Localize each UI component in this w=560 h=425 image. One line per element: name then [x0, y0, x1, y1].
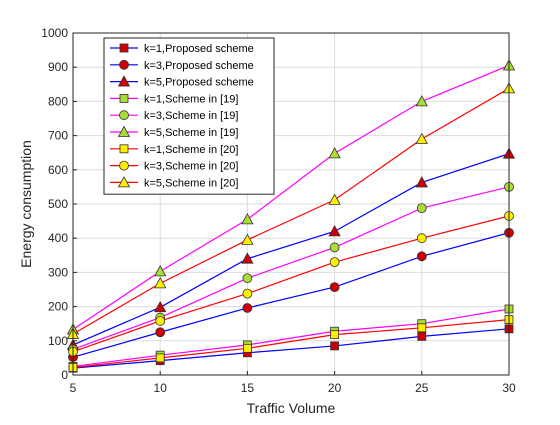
series-line — [72, 64, 510, 331]
x-tick-label: 15 — [241, 381, 255, 395]
y-tick-label: 400 — [48, 231, 68, 245]
legend-entry: k=5,Proposed scheme — [110, 75, 254, 89]
data-point — [329, 257, 340, 268]
y-tick-label: 800 — [48, 94, 68, 108]
x-tick-label: 10 — [154, 381, 168, 395]
legend-items: k=1,Proposed scheme k=3,Proposed scheme k=… — [110, 43, 254, 189]
series-line — [72, 232, 510, 358]
data-point — [329, 242, 340, 253]
series-line — [72, 153, 510, 346]
data-point — [417, 331, 427, 341]
legend-entry: k=5,Scheme in [20] — [110, 176, 238, 189]
legend-label: k=1,Scheme in [20] — [144, 144, 238, 156]
x-tick-label: 25 — [415, 381, 429, 395]
data-point — [416, 233, 427, 244]
series-9 — [66, 82, 516, 339]
data-point — [242, 343, 252, 353]
data-point — [154, 277, 167, 289]
data-point — [241, 233, 254, 245]
data-point — [416, 203, 427, 214]
x-tick-label: 20 — [328, 381, 342, 395]
data-point — [415, 95, 428, 107]
legend-label: k=3,Scheme in [19] — [144, 110, 238, 122]
data-point — [155, 353, 165, 363]
legend-entry: k=3,Scheme in [19] — [110, 110, 238, 122]
y-axis-title: Energy consumption — [18, 140, 34, 268]
legend-box — [103, 37, 275, 195]
legend-marker — [119, 144, 129, 154]
y-tick-label: 1000 — [41, 26, 68, 40]
y-tick-label: 900 — [48, 60, 68, 74]
y-tick-label: 200 — [48, 300, 68, 314]
series-line — [72, 318, 510, 369]
series-5 — [68, 181, 514, 355]
legend-marker — [119, 110, 129, 121]
legend-entry: k=1,Proposed scheme — [110, 43, 254, 55]
legend-entry: k=3,Scheme in [20] — [110, 161, 238, 173]
legend-marker — [119, 94, 129, 103]
y-tick-label: 0 — [61, 368, 68, 382]
legend-marker — [117, 75, 131, 87]
legend-label: k=3,Scheme in [20] — [144, 161, 238, 173]
series-line — [72, 308, 510, 368]
y-tick-label: 600 — [48, 163, 68, 177]
legend-marker — [119, 43, 129, 53]
legend-label: k=1,Proposed scheme — [144, 43, 254, 55]
y-tick-label: 500 — [48, 197, 68, 211]
y-tick-label: 300 — [48, 265, 68, 279]
data-point — [154, 265, 167, 277]
ticks: 5 10 15 20 25 3001002003004005006007008009001… — [41, 26, 516, 395]
legend-entry: k=5,Scheme in [19] — [110, 125, 238, 139]
data-point — [242, 273, 253, 284]
legend-label: k=5,Proposed scheme — [144, 77, 254, 89]
data-point — [241, 252, 254, 264]
legend-marker — [119, 160, 129, 171]
series-layer — [66, 59, 516, 373]
data-point — [155, 327, 166, 338]
x-tick-label: 5 — [70, 381, 77, 395]
data-point — [328, 147, 341, 159]
x-tick-label: 30 — [502, 381, 516, 395]
data-point — [155, 316, 166, 326]
legend: k=1,Proposed scheme k=3,Proposed scheme k=… — [103, 37, 275, 195]
y-tick-label: 700 — [48, 129, 68, 143]
data-point — [241, 213, 254, 225]
legend-label: k=3,Proposed scheme — [144, 60, 254, 72]
data-point — [242, 303, 253, 313]
data-point — [415, 132, 428, 144]
series-line — [72, 215, 510, 353]
data-point — [417, 323, 427, 333]
legend-marker — [119, 59, 129, 70]
legend-marker — [117, 125, 131, 137]
y-tick-label: 100 — [48, 334, 68, 348]
series-line — [72, 87, 510, 335]
data-point — [330, 330, 340, 340]
legend-label: k=5,Scheme in [20] — [144, 177, 238, 189]
series-6 — [66, 59, 516, 335]
legend-entry: k=3,Proposed scheme — [110, 60, 254, 72]
x-axis-title: Traffic Volume — [247, 400, 336, 416]
legend-marker — [117, 176, 131, 188]
series-line — [72, 328, 510, 369]
data-point — [416, 251, 427, 262]
data-point — [330, 341, 340, 351]
data-point — [154, 300, 167, 313]
legend-label: k=1,Scheme in [19] — [144, 93, 238, 105]
data-point — [415, 176, 428, 188]
legend-label: k=5,Scheme in [19] — [144, 127, 238, 139]
series-line — [72, 186, 510, 350]
data-point — [328, 193, 341, 205]
legend-entry: k=1,Scheme in [20] — [110, 144, 238, 156]
data-point — [328, 225, 341, 237]
legend-entry: k=1,Scheme in [19] — [110, 93, 238, 105]
data-point — [242, 288, 253, 299]
data-point — [329, 282, 340, 293]
